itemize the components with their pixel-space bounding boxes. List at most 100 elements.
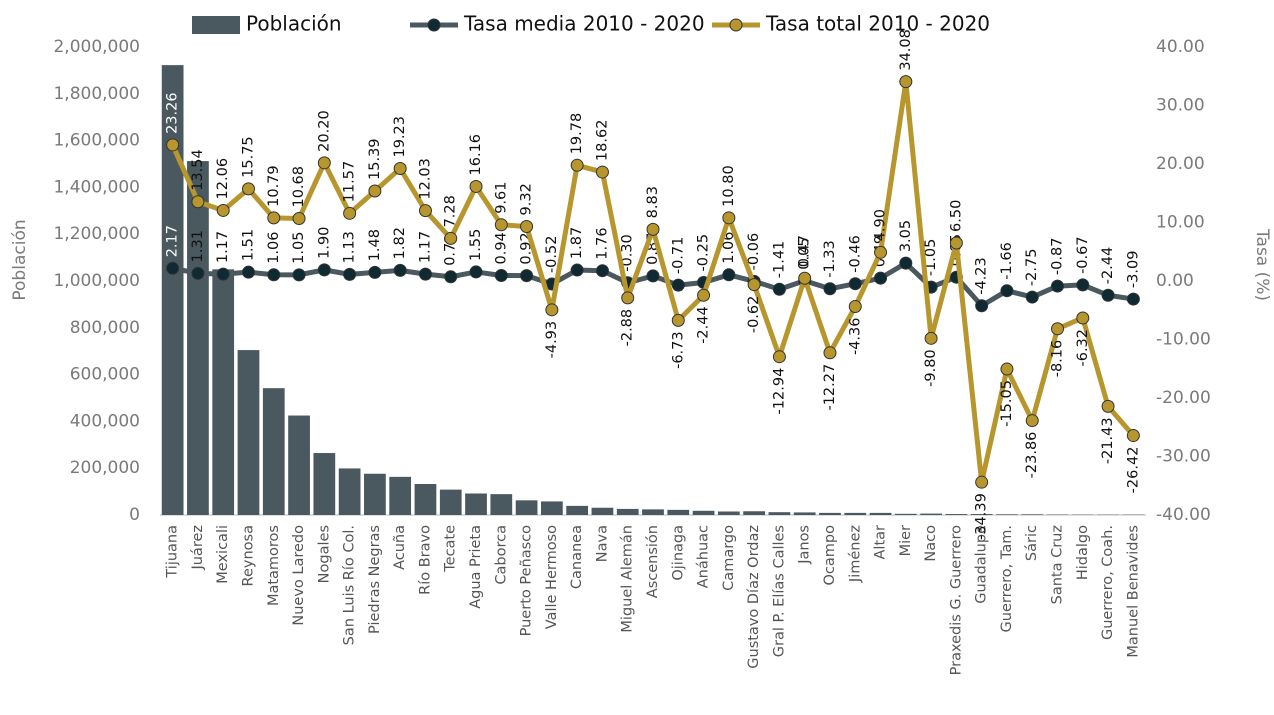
bar	[920, 513, 942, 515]
y-tick-label: 1,600,000	[53, 131, 140, 151]
marker	[949, 236, 963, 250]
data-label: 1.90	[316, 227, 332, 259]
legend-label: Población	[246, 12, 342, 36]
data-label: 15.75	[240, 136, 256, 178]
marker	[520, 219, 534, 233]
data-label: 1.05	[291, 232, 307, 264]
bar	[869, 512, 892, 515]
data-label: 10.68	[291, 166, 307, 208]
marker	[1076, 311, 1090, 325]
x-tick-label: Tijuana	[165, 525, 181, 579]
marker	[166, 138, 180, 152]
legend-marker	[427, 18, 441, 32]
marker	[216, 203, 230, 217]
x-tick-label: Mier	[898, 525, 914, 556]
marker	[241, 182, 255, 196]
data-label: -0.87	[1050, 238, 1066, 276]
data-label: -0.30	[620, 234, 636, 272]
marker	[241, 265, 255, 279]
data-label: 23.26	[165, 92, 181, 134]
x-tick-label: Nogales	[316, 525, 332, 583]
marker	[1126, 429, 1140, 443]
data-label: 1.06	[266, 232, 282, 264]
bar	[389, 476, 412, 515]
data-label: 1.13	[342, 231, 358, 263]
y-tick-label: 400,000	[70, 411, 140, 431]
marker	[1126, 292, 1140, 306]
data-label: 1.17	[215, 231, 231, 263]
data-label: -0.52	[544, 236, 560, 274]
marker	[1000, 362, 1014, 376]
bar	[338, 468, 361, 515]
y-tick-label: 1,200,000	[53, 224, 140, 244]
marker	[469, 179, 483, 193]
bar	[945, 514, 968, 515]
x-tick-label: Caborca	[493, 525, 509, 585]
y2-tick-label: -40.00	[1156, 505, 1211, 525]
marker	[722, 211, 736, 225]
y-tick-label: 800,000	[70, 318, 140, 338]
bar	[187, 161, 209, 515]
marker	[216, 267, 230, 281]
x-tick-label: Praxedis G. Guerrero	[948, 525, 964, 676]
x-tick-label: Tecate	[443, 525, 459, 573]
x-tick-label: Gustavo Díaz Ordaz	[746, 525, 762, 669]
bar	[490, 494, 513, 515]
marker	[874, 271, 888, 285]
data-label: 10.79	[266, 165, 282, 207]
bar	[161, 65, 184, 516]
marker	[1025, 290, 1039, 304]
x-tick-label: Nava	[594, 525, 610, 562]
marker	[494, 218, 508, 232]
y-tick-label: 1,400,000	[53, 177, 140, 197]
data-label: -3.09	[1125, 251, 1141, 289]
data-label: 12.06	[215, 158, 231, 200]
data-label: 10.80	[721, 165, 737, 207]
y2-tick-label: 20.00	[1156, 154, 1205, 174]
x-tick-label: Jiménez	[847, 525, 863, 583]
y-tick-label: 2,000,000	[53, 37, 140, 57]
marker	[1025, 414, 1039, 428]
data-label: -1.05	[923, 239, 939, 277]
bar	[996, 514, 1018, 515]
marker	[899, 75, 913, 89]
y2-tick-label: 0.00	[1156, 271, 1194, 291]
data-label: 6.50	[948, 200, 964, 232]
data-label: -2.75	[1024, 249, 1040, 287]
marker	[166, 261, 180, 275]
x-tick-label: Janos	[797, 525, 813, 565]
bar	[616, 508, 639, 515]
data-label: -2.44	[696, 306, 712, 344]
data-label: -2.44	[1100, 247, 1116, 285]
marker	[267, 211, 281, 225]
x-tick-label: Mexicali	[215, 525, 231, 584]
x-tick-label: Altar	[873, 525, 889, 560]
x-tick-label: Nuevo Laredo	[291, 525, 307, 626]
y-tick-label: 0	[129, 505, 140, 525]
data-label: 1.31	[190, 230, 206, 262]
y2-tick-label: -10.00	[1156, 330, 1211, 350]
marker	[671, 313, 685, 327]
marker	[595, 165, 609, 179]
data-label: -0.25	[696, 234, 712, 272]
data-label: 1.51	[240, 229, 256, 261]
x-tick-label: Guerrero, Coah.	[1100, 525, 1116, 640]
data-label: 0.05	[797, 237, 813, 269]
data-label: -12.94	[771, 368, 787, 415]
data-label: 12.03	[417, 158, 433, 200]
marker	[772, 350, 786, 364]
marker	[823, 282, 837, 296]
x-tick-label: Anáhuac	[696, 525, 712, 588]
bar	[717, 511, 740, 515]
marker	[646, 269, 660, 283]
x-tick-label: Santa Cruz	[1050, 525, 1066, 604]
data-label: 34.08	[898, 29, 914, 71]
marker	[1101, 399, 1115, 413]
marker	[418, 267, 432, 281]
bar	[414, 483, 437, 515]
marker	[368, 265, 382, 279]
x-tick-label: Guerrero, Tam.	[999, 525, 1015, 632]
data-label: -4.23	[974, 257, 990, 295]
marker	[545, 303, 559, 317]
marker	[975, 299, 989, 313]
